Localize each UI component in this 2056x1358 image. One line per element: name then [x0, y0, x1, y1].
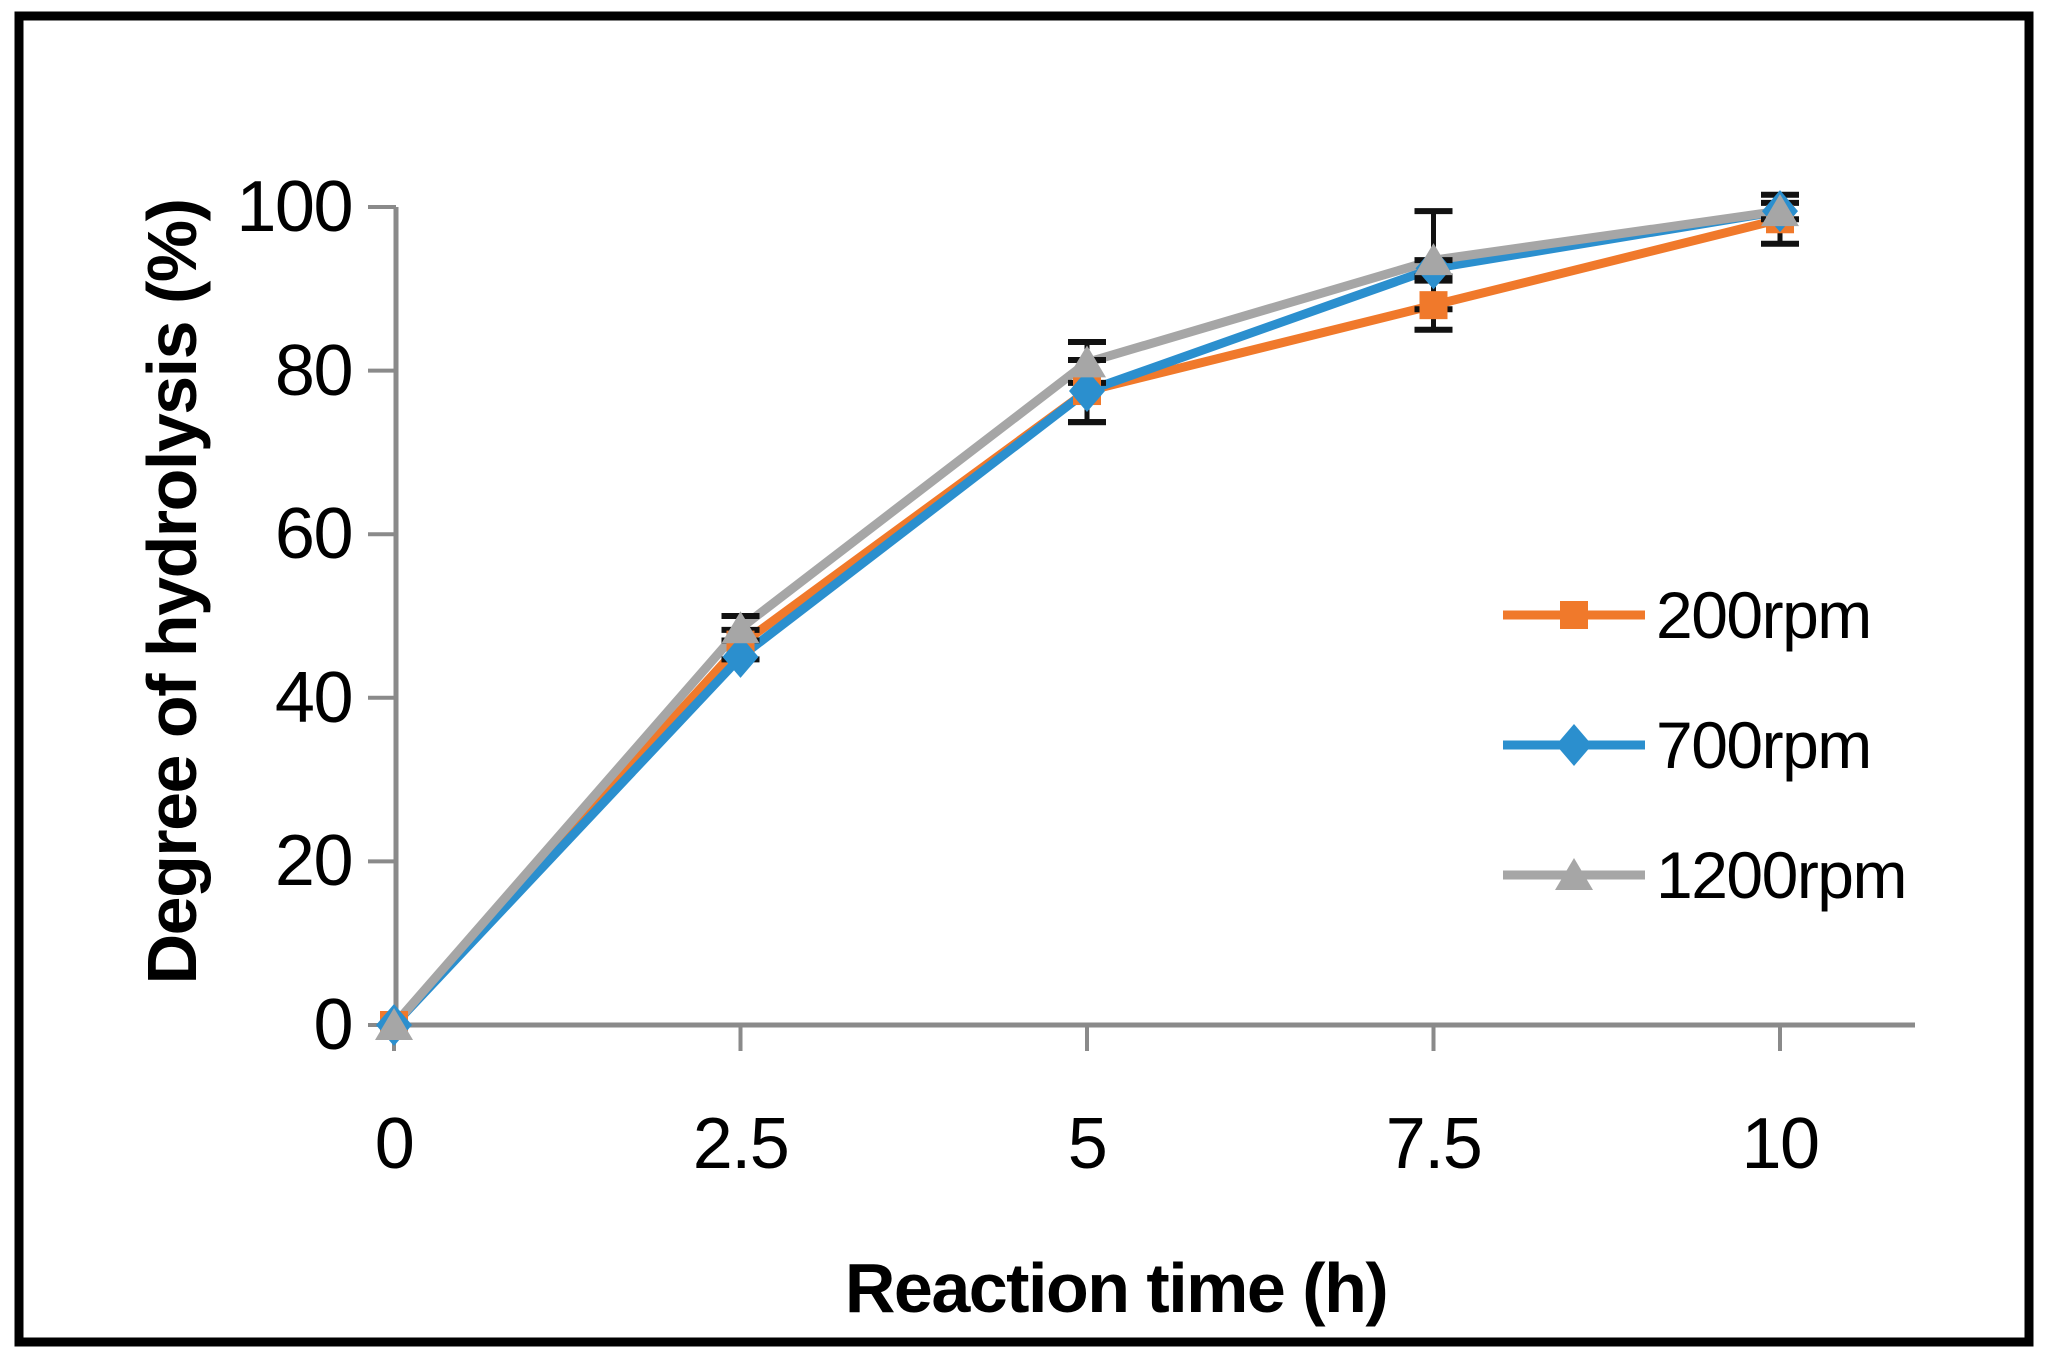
legend-swatch-1200rpm: [1503, 858, 1645, 890]
marker-700rpm-5: [1069, 370, 1105, 413]
legend-label-200rpm: 200rpm: [1656, 578, 1872, 652]
error-bars-layer: [721, 191, 1799, 663]
legend-marker-700rpm: [1556, 724, 1592, 766]
marker-700rpm-2.5: [722, 635, 759, 678]
marker-1200rpm-0: [375, 1008, 413, 1040]
legend-marker-200rpm: [1560, 601, 1588, 629]
markers-layer: [375, 190, 1799, 1046]
marker-1200rpm-2.5: [721, 611, 760, 644]
legend-swatch-700rpm: [1503, 724, 1645, 766]
x-tick-label-10: 10: [1741, 1104, 1820, 1184]
marker-200rpm-7.5: [1419, 291, 1448, 320]
legend-marker-1200rpm: [1555, 858, 1593, 890]
marker-1200rpm-10: [1761, 194, 1799, 227]
axes-layer: [368, 205, 1915, 1051]
y-tick-label-20: 20: [274, 821, 354, 902]
x-axis-title: Reaction time (h): [844, 1249, 1389, 1327]
marker-1200rpm-7.5: [1414, 243, 1453, 276]
y-tick-label-0: 0: [313, 985, 353, 1065]
y-tick-label-100: 100: [236, 167, 353, 247]
y-tick-label-40: 40: [274, 657, 354, 738]
x-tick-label-2.5: 2.5: [692, 1104, 790, 1184]
x-tick-label-5: 5: [1067, 1104, 1108, 1184]
y-tick-label-80: 80: [274, 330, 354, 411]
frame-layer: [14, 11, 2034, 1347]
legend-swatch-200rpm: [1503, 601, 1645, 629]
x-tick-label-7.5: 7.5: [1385, 1104, 1483, 1184]
x-tick-label-0: 0: [374, 1104, 415, 1184]
legend-label-1200rpm: 1200rpm: [1656, 838, 1908, 912]
marker-1200rpm-5: [1068, 345, 1106, 378]
y-tick-label-60: 60: [274, 494, 354, 575]
legend-label-700rpm: 700rpm: [1656, 708, 1872, 782]
outer-frame: [14, 11, 2034, 1347]
legend-swatch-layer: [1503, 601, 1645, 890]
